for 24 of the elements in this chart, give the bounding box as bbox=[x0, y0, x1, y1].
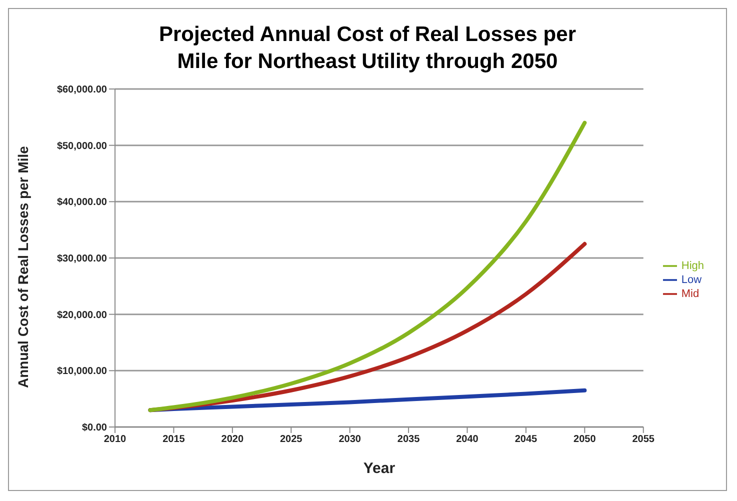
x-tick-label: 2035 bbox=[397, 434, 420, 446]
legend-label: Mid bbox=[681, 288, 700, 300]
x-tick-label: 2015 bbox=[162, 434, 186, 446]
x-tick-label: 2050 bbox=[574, 434, 596, 446]
y-tick-label: $40,000.00 bbox=[56, 197, 108, 208]
chart-title: Projected Annual Cost of Real Losses per Mile for Northeast Utility through 2050 bbox=[158, 22, 577, 75]
y-tick-label: $50,000.00 bbox=[56, 140, 108, 152]
legend-label: Low bbox=[681, 274, 702, 286]
x-tick-label: 2020 bbox=[221, 434, 244, 446]
y-tick-label: $60,000.00 bbox=[56, 84, 108, 96]
x-tick-label: 2010 bbox=[104, 434, 127, 446]
x-tick-label: 2025 bbox=[280, 434, 303, 446]
x-axis-title: Year bbox=[363, 460, 396, 477]
line-series bbox=[148, 120, 587, 412]
x-tick-label: 2030 bbox=[338, 434, 362, 446]
y-tick-label: $10,000.00 bbox=[56, 366, 108, 378]
y-tick-label: $30,000.00 bbox=[56, 254, 108, 265]
y-tick-label: $0.00 bbox=[82, 422, 108, 434]
x-tick-label: 2055 bbox=[632, 434, 655, 446]
y-axis-title: Annual Cost of Real Losses per Mile bbox=[14, 146, 31, 388]
legend-label: High bbox=[681, 260, 704, 272]
x-tick-label: 2040 bbox=[456, 434, 479, 446]
x-tick-label: 2045 bbox=[514, 434, 538, 446]
y-tick-label: $20,000.00 bbox=[56, 310, 108, 321]
